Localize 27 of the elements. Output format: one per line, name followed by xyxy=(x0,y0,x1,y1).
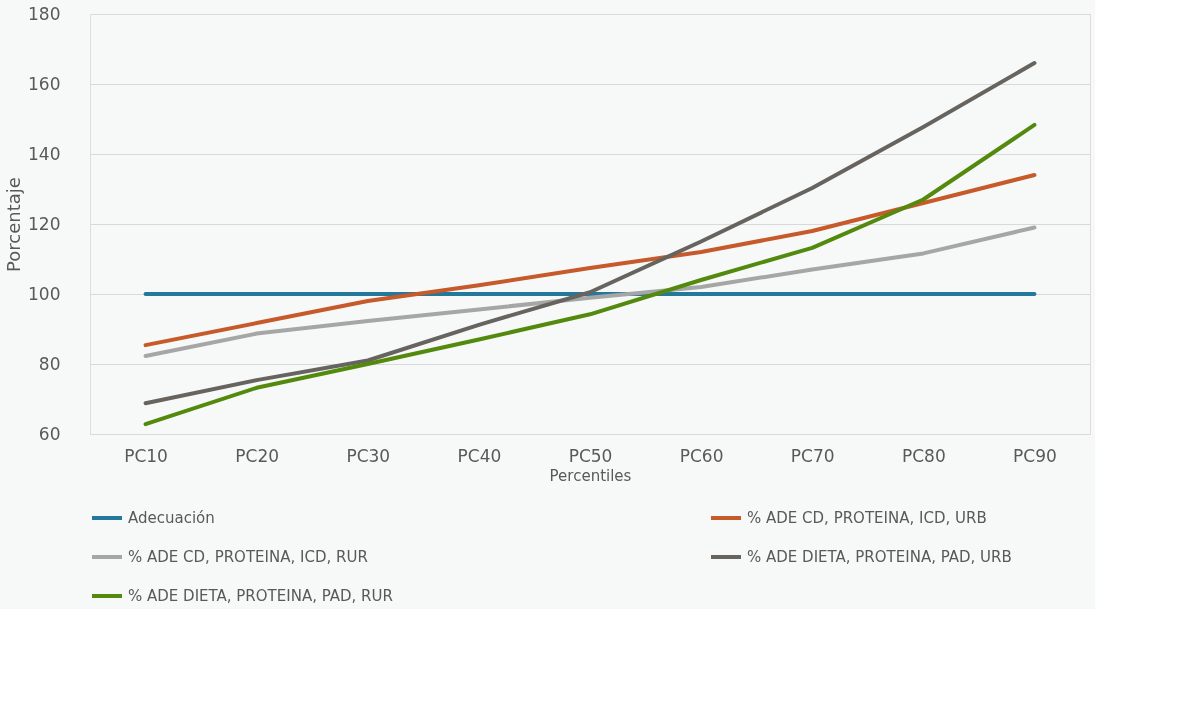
y-tick-label: 140 xyxy=(28,143,61,164)
legend-label: % ADE CD, PROTEINA, ICD, URB xyxy=(747,509,987,527)
x-tick-label: PC30 xyxy=(346,445,391,466)
y-tick-label: 60 xyxy=(38,423,61,444)
y-tick-label: 180 xyxy=(28,3,61,24)
x-tick-label: PC60 xyxy=(679,445,724,466)
legend-label: % ADE DIETA, PROTEINA, PAD, RUR xyxy=(128,587,393,605)
y-tick-label: 160 xyxy=(28,73,61,94)
x-tick-label: PC50 xyxy=(568,445,613,466)
x-tick-label: PC20 xyxy=(235,445,280,466)
x-tick-label: PC10 xyxy=(124,445,168,466)
y-tick-label: 80 xyxy=(38,353,61,374)
legend-label: Adecuación xyxy=(128,509,215,527)
y-axis-title: Porcentaje xyxy=(3,177,25,272)
x-tick-label: PC90 xyxy=(1013,445,1057,466)
line-series xyxy=(143,173,1037,348)
line-series xyxy=(143,122,1037,427)
y-tick-label: 100 xyxy=(28,283,61,304)
legend-label: % ADE CD, PROTEINA, ICD, RUR xyxy=(128,548,368,566)
line-series xyxy=(143,225,1037,358)
legend-label: % ADE DIETA, PROTEINA, PAD, URB xyxy=(747,548,1012,566)
y-tick-label: 120 xyxy=(28,213,61,234)
x-tick-label: PC40 xyxy=(457,445,502,466)
line-series xyxy=(143,61,1037,406)
x-axis-title: Percentiles xyxy=(549,466,632,485)
x-tick-label: PC80 xyxy=(901,445,946,466)
x-tick-label: PC70 xyxy=(790,445,835,466)
